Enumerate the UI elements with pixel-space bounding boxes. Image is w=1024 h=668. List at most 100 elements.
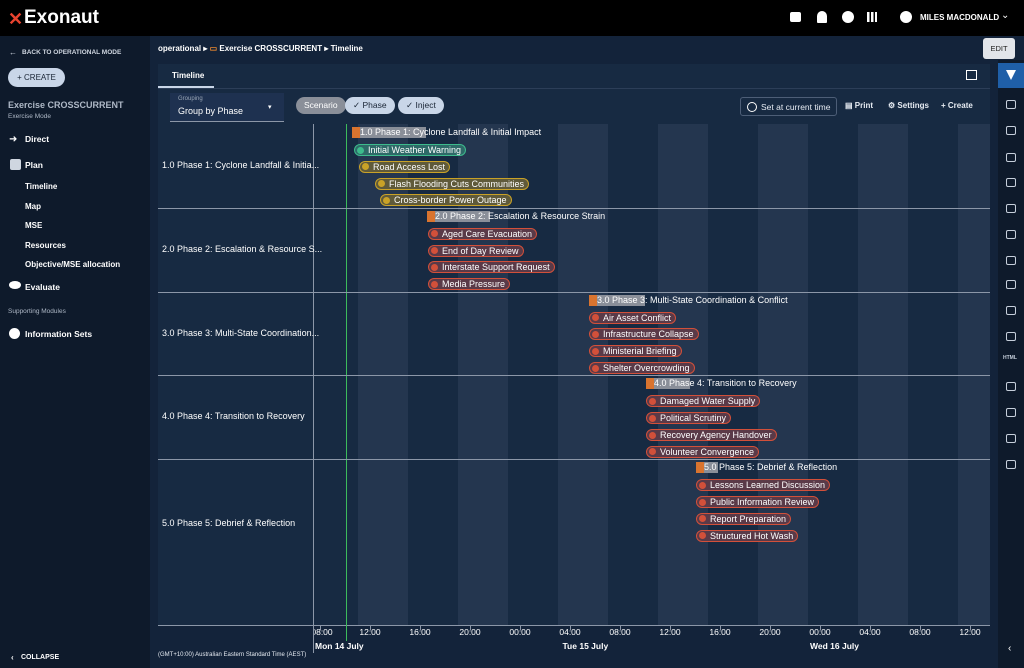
day-label: Mon 14 July (315, 641, 364, 651)
group-divider (158, 292, 990, 293)
print-button[interactable]: ▤ Print (845, 101, 873, 110)
rail-icon[interactable] (1006, 332, 1016, 341)
inject[interactable]: Political Scrutiny (646, 412, 731, 424)
axis-line (158, 625, 990, 626)
crumb[interactable]: Timeline (331, 44, 363, 53)
chat-icon[interactable] (790, 12, 801, 22)
rail-icon[interactable] (1006, 434, 1016, 443)
inject[interactable]: Volunteer Convergence (646, 446, 759, 458)
inject-icon (649, 398, 656, 405)
inject[interactable]: Initial Weather Warning (354, 144, 466, 156)
rail-icon[interactable] (1006, 100, 1016, 109)
rail-icon[interactable] (1006, 204, 1016, 213)
inject[interactable]: Damaged Water Supply (646, 395, 760, 407)
inject[interactable]: Road Access Lost (359, 161, 450, 173)
right-rail: HTML ‹ (998, 60, 1024, 668)
rail-icon[interactable] (1006, 306, 1016, 315)
rail-icon[interactable] (1006, 460, 1016, 469)
user-name[interactable]: MILES MACDONALD (920, 13, 999, 22)
nav-direct[interactable]: Direct (25, 134, 49, 144)
inject[interactable]: Structured Hot Wash (696, 530, 798, 542)
rail-icon[interactable] (1006, 382, 1016, 391)
plan-item[interactable]: Map (25, 202, 41, 211)
brand[interactable]: Exonaut (24, 7, 99, 29)
rail-icon[interactable] (1006, 126, 1016, 135)
inject-icon (362, 163, 369, 170)
filter-chip[interactable]: ✓ Inject (398, 97, 444, 114)
crumb[interactable]: Exercise CROSSCURRENT (219, 44, 322, 53)
plan-item[interactable]: Timeline (25, 182, 57, 191)
timezone: (GMT+10:00) Australian Eastern Standard … (158, 652, 306, 658)
inject-icon (431, 247, 438, 254)
filter-chip[interactable]: ✓ Phase (345, 97, 395, 114)
collapse-button[interactable]: COLLAPSE (21, 654, 59, 661)
target-icon (747, 102, 757, 112)
nav-information-sets[interactable]: Information Sets (25, 329, 92, 339)
fullscreen-icon[interactable] (966, 70, 977, 80)
user-menu-caret[interactable]: ⌄ (1001, 10, 1009, 21)
phase-label[interactable]: 1.0 Phase 1: Cyclone Landfall & Initial … (360, 127, 541, 138)
tick-label: 12:00 (959, 627, 980, 637)
phase-label[interactable]: 5.0 Phase 5: Debrief & Reflection (704, 462, 837, 473)
inject[interactable]: Ministerial Briefing (589, 345, 682, 357)
html-label[interactable]: HTML (1003, 355, 1017, 361)
inject[interactable]: Media Pressure (428, 278, 510, 290)
grouping-select[interactable]: Grouping Group by Phase ▾ (170, 93, 284, 122)
tab[interactable]: Timeline (172, 71, 204, 80)
rail-icon[interactable] (1006, 256, 1016, 265)
expand-caret[interactable]: ‹ (1008, 643, 1011, 654)
create-inject-button[interactable]: + Create (941, 101, 973, 110)
info-icon (9, 328, 20, 339)
edit-button[interactable]: EDIT (983, 38, 1015, 59)
plan-item[interactable]: Objective/MSE allocation (25, 260, 120, 269)
nav-evaluate[interactable]: Evaluate (25, 282, 60, 292)
rail-icon[interactable] (1006, 408, 1016, 417)
settings-label: Settings (897, 101, 929, 110)
group-divider (158, 208, 990, 209)
collapse-caret[interactable]: ‹ (11, 653, 14, 662)
create-button[interactable]: + CREATE (8, 68, 65, 87)
tick-label: 04:00 (559, 627, 580, 637)
plan-item[interactable]: Resources (25, 241, 66, 250)
rail-icon[interactable] (1006, 280, 1016, 289)
back-link[interactable]: BACK TO OPERATIONAL MODE (22, 49, 121, 56)
plan-item[interactable]: MSE (25, 221, 42, 230)
chip-label: Scenario (304, 100, 338, 110)
crumb[interactable]: operational (158, 44, 201, 53)
inject[interactable]: Flash Flooding Cuts Communities (375, 178, 529, 190)
inject-icon (699, 499, 706, 506)
inject[interactable]: Infrastructure Collapse (589, 328, 699, 340)
phase-label[interactable]: 2.0 Phase 2: Escalation & Resource Strai… (435, 211, 605, 222)
nav-plan[interactable]: Plan (25, 160, 43, 170)
phase-marker (352, 127, 360, 138)
filter-button[interactable] (998, 63, 1024, 88)
inject[interactable]: End of Day Review (428, 245, 524, 257)
inject-icon (378, 180, 385, 187)
filter-chip[interactable]: Scenario (296, 97, 346, 114)
inject[interactable]: Report Preparation (696, 513, 791, 525)
inject[interactable]: Lessons Learned Discussion (696, 479, 830, 491)
phase-label[interactable]: 3.0 Phase 3: Multi-State Coordination & … (597, 295, 788, 306)
settings-button[interactable]: ⚙ Settings (888, 101, 929, 110)
back-arrow[interactable]: ← (9, 48, 17, 57)
inject[interactable]: Air Asset Conflict (589, 312, 676, 324)
help-icon[interactable] (842, 11, 854, 23)
group-label: 5.0 Phase 5: Debrief & Reflection (162, 518, 295, 528)
inject[interactable]: Aged Care Evacuation (428, 228, 537, 240)
inject[interactable]: Interstate Support Request (428, 261, 555, 273)
inject[interactable]: Recovery Agency Handover (646, 429, 777, 441)
phase-label[interactable]: 4.0 Phase 4: Transition to Recovery (654, 378, 797, 389)
inject[interactable]: Public Information Review (696, 496, 819, 508)
rail-icon[interactable] (1006, 230, 1016, 239)
bell-icon[interactable] (817, 11, 827, 23)
tick-label: 16:00 (409, 627, 430, 637)
inject[interactable]: Shelter Overcrowding (589, 362, 695, 374)
avatar[interactable] (900, 11, 912, 23)
rail-icon[interactable] (1006, 153, 1016, 162)
tick-label: 08:00 (311, 627, 332, 637)
rail-icon[interactable] (1006, 178, 1016, 187)
plan-icon (10, 159, 21, 170)
inject[interactable]: Cross-border Power Outage (380, 194, 512, 206)
apps-icon[interactable] (867, 12, 877, 22)
current-time-button[interactable]: Set at current time (740, 97, 837, 116)
